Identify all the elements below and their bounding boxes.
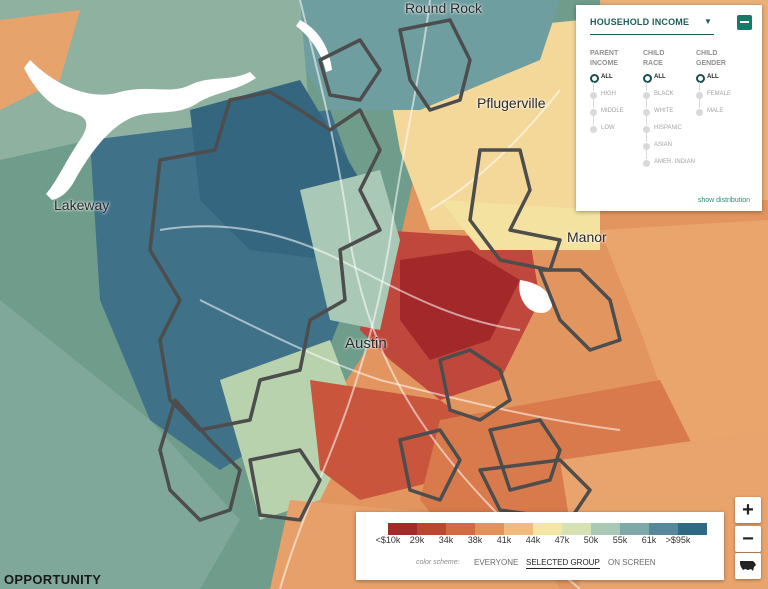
legend-tick-label: 29k [409, 535, 425, 545]
legend-swatch [591, 523, 620, 535]
color-scheme-label: color scheme: [416, 559, 460, 566]
filter-group-header: PARENT INCOME [590, 50, 619, 67]
dropdown-caret-icon[interactable]: ▼ [704, 17, 712, 26]
legend-tick-label: 55k [612, 535, 628, 545]
legend-tick-label: 44k [525, 535, 541, 545]
collapse-panel-button[interactable] [737, 15, 752, 30]
option-race-asian[interactable]: ASIAN [643, 141, 693, 159]
place-label-lakeway: Lakeway [54, 197, 110, 213]
place-label-round-rock: Round Rock [405, 0, 483, 16]
legend-swatch [649, 523, 678, 535]
show-distribution-link[interactable]: show distribution [697, 197, 750, 204]
legend-tick-label: 38k [467, 535, 483, 545]
us-map-icon [740, 561, 756, 571]
legend-color-ramp [388, 523, 707, 535]
radio-icon [696, 109, 703, 116]
zoom-in-button[interactable]: + [735, 497, 761, 523]
scheme-option-on-screen[interactable]: ON SCREEN [608, 558, 656, 567]
legend-tick-label: 61k [641, 535, 657, 545]
radio-icon [643, 143, 650, 150]
region-far-east [600, 220, 768, 470]
minus-icon: − [742, 528, 754, 550]
legend-swatch [533, 523, 562, 535]
legend-tick-label: 41k [496, 535, 512, 545]
legend-tick-label: 47k [554, 535, 570, 545]
radio-icon [590, 109, 597, 116]
option-gender-female[interactable]: FEMALE [696, 90, 746, 108]
option-parent-high[interactable]: HIGH [590, 90, 640, 108]
legend-swatch [678, 523, 707, 535]
zone-outlines [148, 18, 622, 522]
scheme-option-selected-group[interactable]: SELECTED GROUP [526, 558, 600, 569]
option-race-all[interactable]: ALL [643, 73, 693, 91]
legend-tick-label: <$10k [375, 535, 401, 545]
legend-tick-labels: <$10k 29k 34k 38k 41k 44k 47k 50k 55k 61k >$95k [373, 535, 703, 547]
legend-swatch [504, 523, 533, 535]
zoom-out-button[interactable]: − [735, 526, 761, 552]
option-race-black[interactable]: BLACK [643, 90, 693, 108]
region-center-lightgreen [300, 170, 400, 330]
metric-dropdown[interactable]: HOUSEHOLD INCOME [590, 17, 690, 27]
scheme-option-everyone[interactable]: EVERYONE [474, 558, 519, 567]
filter-group-parent-income: PARENT INCOME ALL HIGH MIDDLE LOW [590, 49, 640, 141]
filter-group-header: CHILD GENDER [696, 50, 726, 67]
legend-swatch [417, 523, 446, 535]
radio-selected-icon [696, 74, 705, 83]
legend-swatch [620, 523, 649, 535]
region-southwest-green [0, 300, 240, 589]
radio-icon [643, 126, 650, 133]
color-legend: <$10k 29k 34k 38k 41k 44k 47k 50k 55k 61k >$95k co… [356, 512, 724, 580]
filter-group-child-gender: CHILD GENDER ALL FEMALE MALE [696, 49, 746, 124]
pond [519, 280, 552, 313]
legend-swatch [388, 523, 417, 535]
option-race-white[interactable]: WHITE [643, 107, 693, 125]
panel-header: HOUSEHOLD INCOME ▼ [590, 13, 752, 35]
radio-icon [696, 92, 703, 99]
region-west-orange [0, 10, 80, 110]
option-gender-all[interactable]: ALL [696, 73, 746, 91]
region-north-teal [280, 0, 560, 110]
radio-icon [590, 92, 597, 99]
plus-icon: + [742, 499, 754, 521]
radio-icon [643, 109, 650, 116]
legend-tick-label: 34k [438, 535, 454, 545]
radio-icon [643, 160, 650, 167]
radio-icon [590, 126, 597, 133]
region-east-core-red [400, 250, 520, 360]
place-label-pflugerville: Pflugerville [477, 95, 546, 111]
legend-tick-label: >$95k [665, 535, 691, 545]
option-race-amer-indian[interactable]: AMER. INDIAN [643, 158, 695, 175]
place-label-manor: Manor [567, 229, 607, 245]
place-label-austin: Austin [345, 335, 387, 352]
option-parent-low[interactable]: LOW [590, 124, 640, 141]
lake [24, 60, 256, 200]
option-parent-all[interactable]: ALL [590, 73, 640, 91]
legend-swatch [562, 523, 591, 535]
minus-icon [740, 21, 749, 23]
radio-selected-icon [643, 74, 652, 83]
option-parent-middle[interactable]: MIDDLE [590, 107, 640, 125]
filter-group-child-race: CHILD RACE ALL BLACK WHITE HISPANIC ASIAN… [643, 49, 695, 175]
legend-tick-label: 50k [583, 535, 599, 545]
legend-swatch [446, 523, 475, 535]
option-race-hispanic[interactable]: HISPANIC [643, 124, 693, 142]
region-east-yellow-strip [440, 200, 600, 250]
option-gender-male[interactable]: MALE [696, 107, 746, 124]
radio-icon [643, 92, 650, 99]
radio-selected-icon [590, 74, 599, 83]
filter-panel: HOUSEHOLD INCOME ▼ PARENT INCOME ALL HIGH… [576, 5, 762, 211]
brand-logo: OPPORTUNITY [4, 572, 102, 587]
legend-swatch [475, 523, 504, 535]
filter-group-header: CHILD RACE [643, 50, 665, 67]
us-map-button[interactable] [735, 553, 761, 579]
dropdown-underline [590, 34, 714, 35]
